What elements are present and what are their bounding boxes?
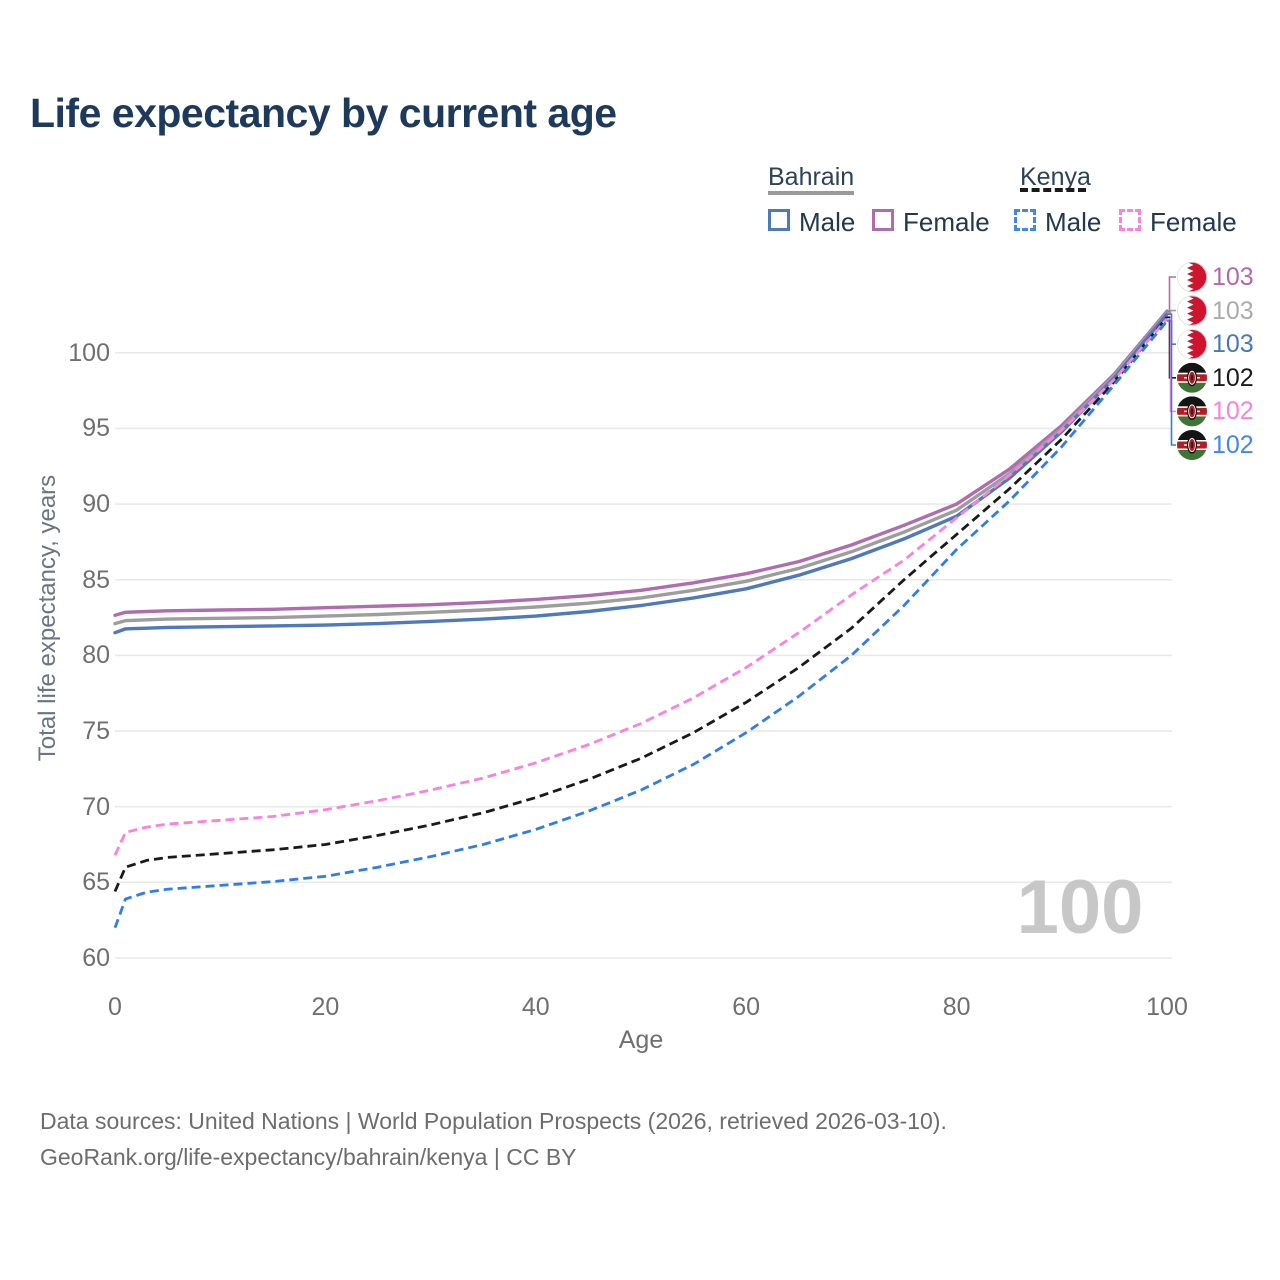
legend-underline-kenya-dashed xyxy=(1020,188,1086,192)
x-tick-label-60: 60 xyxy=(732,993,761,1021)
legend-item-label: Male xyxy=(799,207,856,237)
legend-underline-bahrain-solid xyxy=(768,191,854,195)
series-line-kenya-female[interactable] xyxy=(113,317,1169,856)
hovered-age-indicator: 100 xyxy=(1016,865,1144,950)
y-tick-label-70: 70 xyxy=(82,792,110,821)
flag-icon-kenya-male xyxy=(1177,430,1207,460)
flag-icon-bahrain-both xyxy=(1177,295,1207,326)
bahrain-male-swatch-icon xyxy=(768,209,790,231)
x-tick-label-40: 40 xyxy=(521,993,550,1021)
legend-item-label: Male xyxy=(1045,207,1102,237)
series-line-kenya-both[interactable] xyxy=(113,316,1169,892)
y-tick-label-65: 65 xyxy=(82,868,110,897)
x-tick-label-0: 0 xyxy=(108,993,122,1021)
y-axis-title: Total life expectancy, years xyxy=(34,474,61,762)
flag-icon-kenya-both xyxy=(1177,362,1207,393)
page-title: Life expectancy by current age xyxy=(30,90,617,136)
x-tick-label-80: 80 xyxy=(942,993,971,1021)
series-line-bahrain-female[interactable] xyxy=(113,309,1169,617)
x-tick-label-100: 100 xyxy=(1146,993,1188,1021)
legend-item-label: Female xyxy=(1150,207,1237,237)
legend-group-bahrain: Bahrain xyxy=(768,163,855,191)
flag-icon-bahrain-female xyxy=(1177,262,1207,292)
flag-icon-kenya-female xyxy=(1177,396,1207,427)
end-value-label-kenya-male: 102 xyxy=(1212,431,1254,459)
y-tick-label-60: 60 xyxy=(82,944,110,972)
series-line-bahrain-both[interactable] xyxy=(113,311,1169,626)
y-tick-label-95: 95 xyxy=(82,414,110,443)
flag-icon-bahrain-male xyxy=(1177,329,1207,360)
end-value-label-kenya-both: 102 xyxy=(1212,363,1254,392)
end-connector-kenya-male xyxy=(1167,320,1176,446)
kenya-female-swatch-icon xyxy=(1119,209,1141,231)
legend-group-kenya: Kenya xyxy=(1020,163,1091,191)
x-axis-title: Age xyxy=(618,1026,664,1054)
end-value-label-bahrain-male: 103 xyxy=(1212,330,1254,359)
end-connector-bahrain-female xyxy=(1167,276,1176,312)
end-value-label-bahrain-female: 103 xyxy=(1212,263,1254,291)
footer-attribution: GeoRank.org/life-expectancy/bahrain/keny… xyxy=(40,1144,577,1170)
bahrain-female-swatch-icon xyxy=(872,209,894,231)
footer-data-sources: Data sources: United Nations | World Pop… xyxy=(40,1108,947,1134)
x-tick-label-20: 20 xyxy=(311,993,340,1021)
end-connector-kenya-female xyxy=(1167,318,1176,413)
y-tick-label-75: 75 xyxy=(82,717,110,746)
y-tick-label-90: 90 xyxy=(82,490,110,519)
kenya-male-swatch-icon xyxy=(1014,209,1036,231)
end-value-label-kenya-female: 102 xyxy=(1212,397,1254,426)
end-connector-kenya-both xyxy=(1167,316,1176,379)
end-connector-bahrain-both xyxy=(1167,309,1176,314)
end-value-label-bahrain-both: 103 xyxy=(1212,296,1254,325)
y-tick-label-85: 85 xyxy=(82,565,110,594)
y-tick-label-100: 100 xyxy=(68,338,110,367)
y-tick-label-80: 80 xyxy=(82,641,110,670)
series-line-kenya-male[interactable] xyxy=(113,320,1169,929)
legend-item-label: Female xyxy=(903,207,990,237)
